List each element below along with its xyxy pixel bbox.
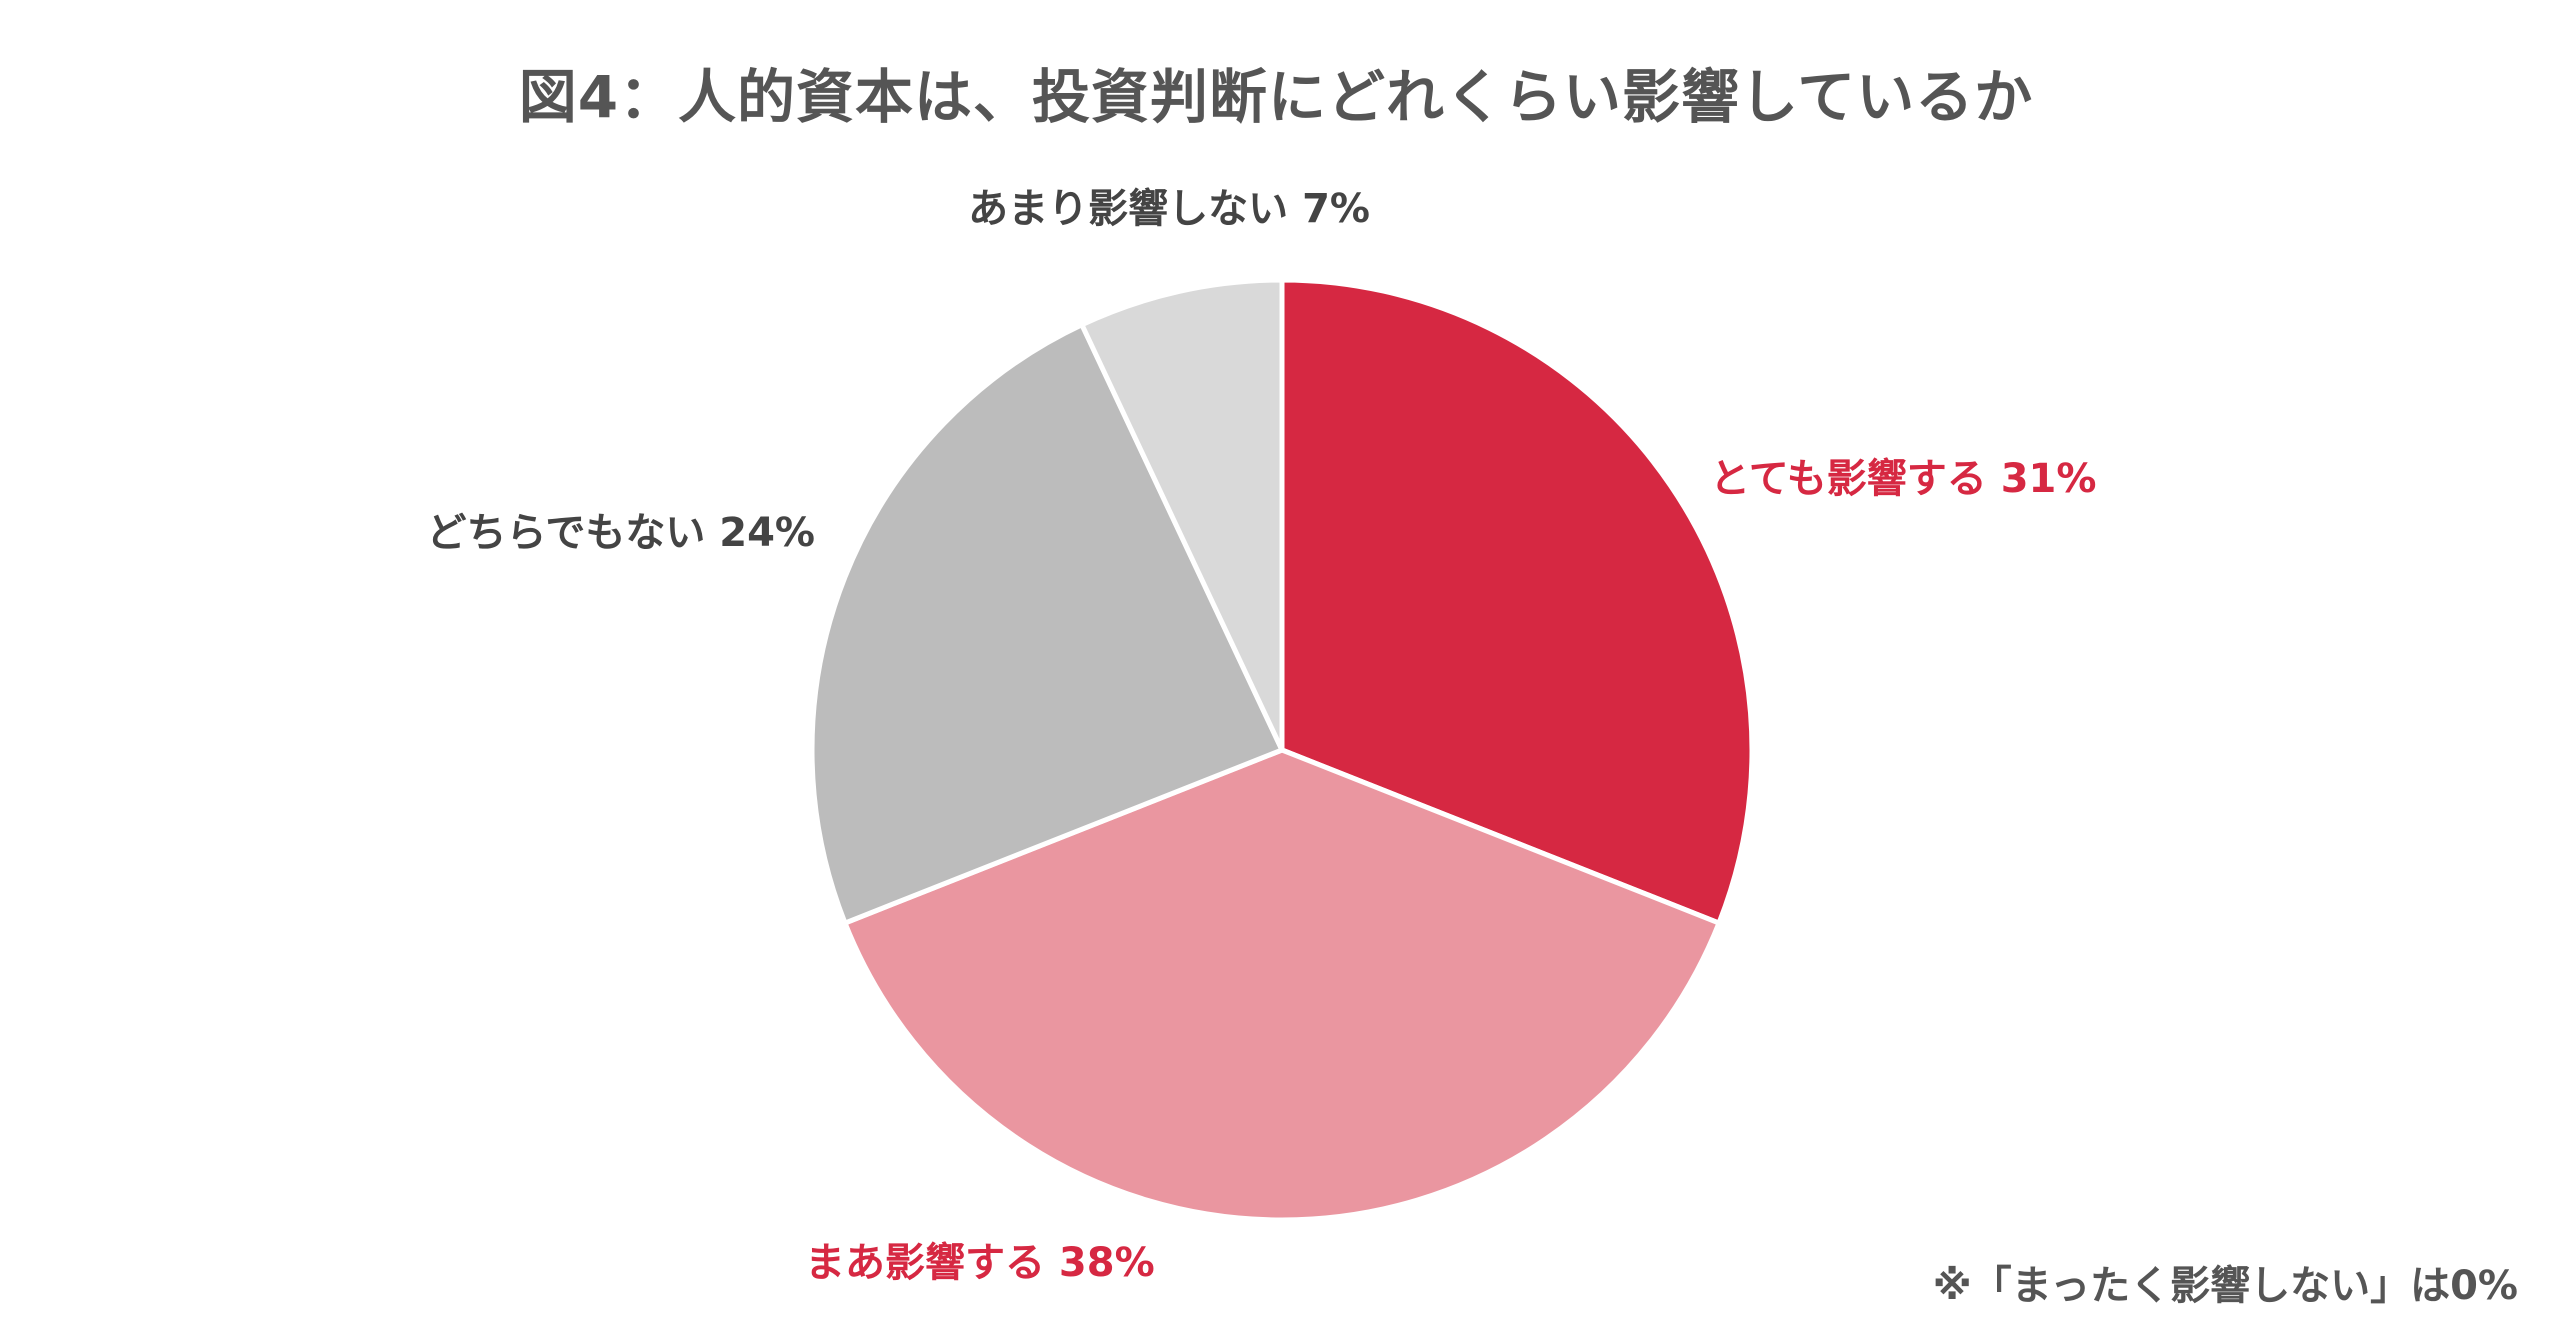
pie-slice-3 (809, 322, 1285, 926)
slice-label-4: あまり影響しない 7% (968, 186, 1370, 232)
pie-labels: とても影響する 31% まあ影響する 38% どちらでもない 24% あまり影響しない… (427, 186, 2097, 1286)
pie-slice-1 (1279, 277, 1755, 926)
pie-slice-4 (1079, 277, 1285, 753)
chart-title: 図4：人的資本は、投資判断にどれくらい影響しているか (518, 63, 2034, 131)
slice-label-1: とても影響する 31% (1710, 456, 2096, 502)
pie-slices (809, 277, 1755, 1223)
footnote: ※「まったく影響しない」は0% (1932, 1263, 2518, 1309)
slice-label-2: まあ影響する 38% (805, 1240, 1155, 1286)
pie-slice-2 (842, 747, 1722, 1223)
slice-label-3: どちらでもない 24% (427, 510, 815, 556)
